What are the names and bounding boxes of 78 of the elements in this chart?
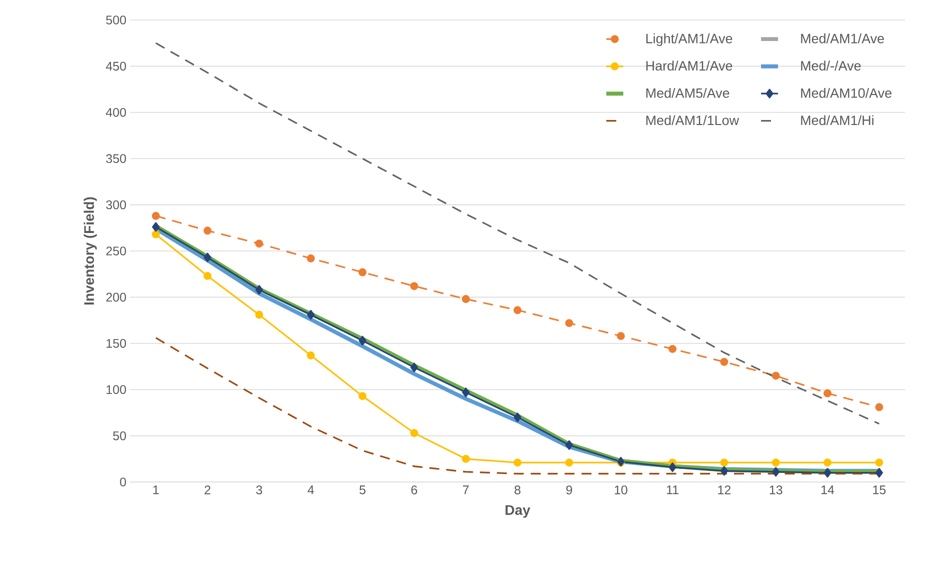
point xyxy=(204,272,212,280)
x-tick-label: 14 xyxy=(822,486,834,494)
point xyxy=(255,285,263,295)
y-tick-label: 500 xyxy=(106,16,126,24)
x-tick-label: 6 xyxy=(411,486,418,494)
y-tick-label: 200 xyxy=(106,292,126,302)
legend-label: Hard/AM1/Ave xyxy=(646,60,732,71)
y-tick-label: 150 xyxy=(106,338,126,348)
point xyxy=(824,458,832,467)
point xyxy=(720,466,728,476)
point xyxy=(410,282,418,290)
x-tick-label: 2 xyxy=(204,486,210,494)
point xyxy=(772,458,780,467)
x-tick-label: 5 xyxy=(360,486,366,494)
point xyxy=(565,440,573,450)
legend-label: Med/AM5/Ave xyxy=(646,88,730,98)
point xyxy=(616,332,625,340)
point xyxy=(410,362,418,372)
x-tick-label: 11 xyxy=(666,486,678,494)
legend-label: Med/AM1/Hi xyxy=(801,115,874,126)
y-tick-label: 400 xyxy=(106,108,126,117)
point xyxy=(152,212,160,220)
point xyxy=(255,310,264,319)
point xyxy=(720,358,728,366)
point xyxy=(306,254,315,262)
legend-label: Med/AM10/Ave xyxy=(801,88,892,98)
y-tick-label: 100 xyxy=(106,385,126,394)
point xyxy=(514,458,522,467)
point xyxy=(307,310,315,320)
x-tick-label: 7 xyxy=(463,486,469,494)
point xyxy=(462,388,470,398)
y-tick-label: 250 xyxy=(106,246,126,256)
point xyxy=(824,468,832,478)
point xyxy=(152,222,160,232)
point xyxy=(152,230,160,238)
legend-label: Med/AM1/1Low xyxy=(646,115,740,126)
x-tick-label: 9 xyxy=(566,486,572,494)
legend-label: Med/-/Ave xyxy=(801,60,861,71)
x-tick-label: 3 xyxy=(256,486,262,494)
point xyxy=(204,252,212,262)
y-tick-label: 350 xyxy=(106,154,126,164)
y-tick-label: 0 xyxy=(120,478,126,486)
legend-label: Light/AM1/Ave xyxy=(646,33,732,46)
point xyxy=(514,412,522,422)
y-axis-title: Inventory (Field) xyxy=(84,197,97,305)
point xyxy=(875,468,883,478)
x-tick-label: 1 xyxy=(153,486,159,494)
point xyxy=(824,389,832,398)
point xyxy=(204,226,212,235)
point xyxy=(462,295,470,304)
x-axis-title: Day xyxy=(506,505,530,518)
point xyxy=(565,458,574,467)
point xyxy=(720,458,728,467)
legend-label: Med/AM1/Ave xyxy=(801,33,884,44)
y-tick-label: 300 xyxy=(106,200,126,210)
point xyxy=(358,336,366,346)
x-tick-label: 13 xyxy=(770,486,782,494)
point xyxy=(565,319,574,328)
x-tick-label: 4 xyxy=(308,486,314,494)
point xyxy=(358,268,366,276)
point xyxy=(668,344,676,353)
point xyxy=(668,462,676,472)
x-tick-label: 10 xyxy=(614,486,628,494)
x-tick-label: 12 xyxy=(718,486,730,494)
point xyxy=(255,240,264,248)
point xyxy=(772,467,780,477)
point xyxy=(462,454,470,463)
point xyxy=(875,403,884,412)
y-tick-label: 450 xyxy=(106,62,126,71)
x-tick-label: 8 xyxy=(514,486,520,494)
point xyxy=(410,429,418,438)
point xyxy=(514,306,522,314)
point xyxy=(875,458,884,467)
y-tick-label: 50 xyxy=(113,431,126,440)
x-tick-label: 15 xyxy=(873,486,886,494)
point xyxy=(306,351,315,360)
point xyxy=(358,392,366,400)
point xyxy=(772,372,780,380)
